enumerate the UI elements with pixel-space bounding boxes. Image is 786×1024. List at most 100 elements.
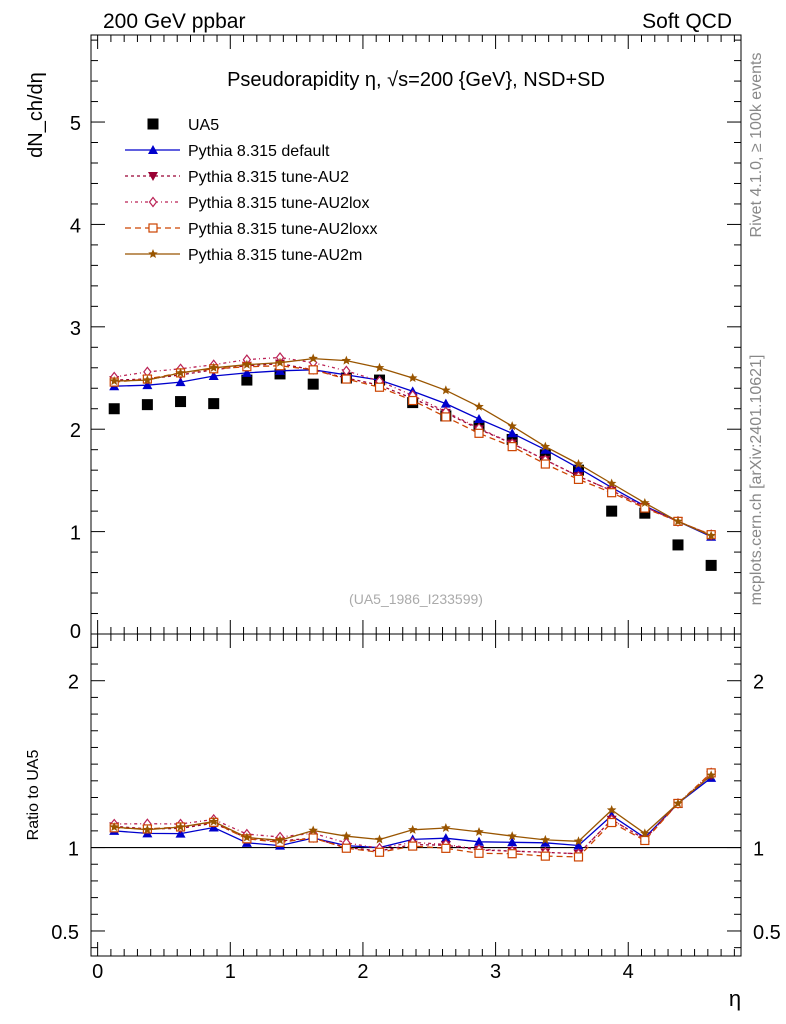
- ratio-point-pythia-8-315-default: [540, 837, 551, 847]
- point-pythia-8-315-default: [175, 377, 186, 387]
- point-ua5: [639, 507, 651, 519]
- point-pythia-8-315-tune-au2m: [474, 401, 484, 411]
- y-axis-label: dN_ch/dη: [25, 72, 47, 158]
- legend-marker-pythia-8-315-tune-au2m: [148, 249, 158, 259]
- legend-label-pythia-8-315-tune-au2loxx: Pythia 8.315 tune-AU2loxx: [188, 221, 377, 238]
- ratio-point-pythia-8-315-tune-au2m: [308, 825, 318, 835]
- legend-label-ua5: UA5: [188, 117, 219, 134]
- ratio-y-tick-label: 0.5: [51, 922, 79, 944]
- ratio-point-pythia-8-315-default: [573, 840, 584, 850]
- point-pythia-8-315-default: [573, 463, 584, 473]
- point-pythia-8-315-default: [241, 367, 252, 377]
- ratio-point-pythia-8-315-tune-au2loxx: [474, 848, 484, 858]
- ratio-y-tick-label: 1: [68, 839, 79, 861]
- point-pythia-8-315-tune-au2m: [441, 385, 451, 395]
- ratio-point-pythia-8-315-tune-au2loxx: [540, 851, 550, 861]
- header-right: Soft QCD: [642, 10, 732, 33]
- main-title: Pseudorapidity η, √s=200 {GeV}, NSD+SD: [227, 69, 605, 91]
- point-pythia-8-315-tune-au2loxx: [507, 442, 517, 452]
- ratio-point-pythia-8-315-tune-au2m: [275, 835, 285, 845]
- ratio-point-pythia-8-315-tune-au2m: [540, 834, 551, 844]
- rivet-label: Rivet 4.1.0, ≥ 100k events: [748, 53, 765, 238]
- series-line-pythia-8-315-tune-au2m: [114, 357, 712, 537]
- point-pythia-8-315-tune-au2m: [573, 459, 584, 469]
- point-pythia-8-315-default: [440, 398, 451, 408]
- x-axis-label: η: [729, 986, 741, 1011]
- point-ua5: [606, 505, 618, 517]
- ratio-point-pythia-8-315-tune-au2loxx: [573, 852, 584, 862]
- point-ua5: [108, 403, 120, 415]
- ratio-y-tick-label: 2: [68, 672, 79, 694]
- legend-label-pythia-8-315-tune-au2: Pythia 8.315 tune-AU2: [188, 169, 349, 186]
- point-ua5: [241, 374, 253, 386]
- point-pythia-8-315-tune-au2loxx: [408, 395, 418, 406]
- legend: UA5 Pythia 8.315 default Pythia 8.315 tune…: [125, 117, 377, 264]
- point-ua5: [672, 539, 684, 551]
- ratio-series-layer: [109, 767, 717, 862]
- legend-label-pythia-8-315-tune-au2m: Pythia 8.315 tune-AU2m: [188, 247, 362, 264]
- y-tick-label: 5: [70, 113, 81, 135]
- header-left: 200 GeV ppbar: [103, 10, 245, 33]
- point-pythia-8-315-tune-au2loxx: [540, 459, 550, 469]
- ratio-point-pythia-8-315-tune-au2loxx: [341, 843, 351, 853]
- point-pythia-8-315-tune-au2loxx: [374, 382, 385, 392]
- point-pythia-8-315-tune-au2m: [673, 516, 683, 526]
- point-pythia-8-315-default: [474, 413, 485, 423]
- ratio-point-pythia-8-315-tune-au2m: [109, 822, 119, 832]
- x-tick-label: 1: [225, 961, 236, 983]
- main-series-layer: [108, 352, 717, 571]
- point-pythia-8-315-tune-au2loxx: [573, 474, 584, 484]
- ratio-point-pythia-8-315-tune-au2loxx: [374, 847, 385, 857]
- ratio-point-pythia-8-315-tune-au2m: [606, 805, 617, 815]
- ratio-point-pythia-8-315-tune-au2m: [407, 824, 418, 834]
- watermark: (UA5_1986_I233599): [349, 591, 483, 607]
- ratio-point-pythia-8-315-tune-au2m: [208, 816, 219, 826]
- point-pythia-8-315-tune-au2m: [341, 355, 352, 365]
- ratio-point-pythia-8-315-default: [440, 833, 451, 843]
- point-pythia-8-315-tune-au2m: [275, 357, 285, 367]
- point-ua5: [307, 378, 319, 390]
- ratio-point-pythia-8-315-tune-au2loxx: [308, 833, 318, 843]
- point-pythia-8-315-tune-au2loxx: [607, 488, 617, 498]
- point-pythia-8-315-tune-au2loxx: [308, 365, 318, 375]
- ratio-point-pythia-8-315-tune-au2loxx: [640, 835, 650, 846]
- ratio-y-axis-label: Ratio to UA5: [25, 750, 42, 841]
- ratio-point-pythia-8-315-tune-au2m: [242, 832, 252, 842]
- ratio-point-pythia-8-315-tune-au2loxx: [607, 817, 617, 828]
- point-pythia-8-315-tune-au2m: [706, 530, 716, 540]
- point-pythia-8-315-tune-au2loxx: [341, 374, 351, 384]
- ratio-point-pythia-8-315-tune-au2m: [341, 831, 352, 841]
- main-axes: 1 2 3 4 5 0: [70, 35, 741, 643]
- ratio-point-pythia-8-315-tune-au2m: [640, 828, 650, 838]
- ratio-point-pythia-8-315-tune-au2m: [175, 821, 186, 832]
- ratio-point-pythia-8-315-tune-au2m: [474, 826, 484, 836]
- x-tick-label: 0: [92, 961, 103, 983]
- legend-label-pythia-8-315-default: Pythia 8.315 default: [188, 143, 330, 160]
- ratio-point-pythia-8-315-tune-au2m: [142, 824, 153, 834]
- point-pythia-8-315-tune-au2m: [142, 375, 153, 385]
- point-pythia-8-315-tune-au2m: [208, 362, 219, 372]
- point-pythia-8-315-default: [507, 428, 518, 438]
- y-tick-label: 1: [70, 523, 81, 545]
- point-pythia-8-315-tune-au2loxx: [474, 428, 484, 438]
- y-tick-label: 2: [70, 420, 81, 442]
- x-tick-label: 4: [623, 961, 634, 983]
- legend-marker-pythia-8-315-tune-au2lox: [148, 196, 158, 208]
- ratio-point-pythia-8-315-tune-au2loxx: [441, 843, 451, 853]
- ratio-point-pythia-8-315-default: [507, 837, 518, 847]
- point-pythia-8-315-tune-au2m: [640, 497, 650, 507]
- ratio-y-tick-label-right: 1: [753, 839, 764, 861]
- point-pythia-8-315-tune-au2m: [407, 373, 418, 383]
- point-pythia-8-315-tune-au2m: [606, 478, 617, 488]
- point-pythia-8-315-tune-au2m: [175, 367, 186, 377]
- ratio-point-pythia-8-315-tune-au2m: [673, 798, 683, 808]
- y-tick-label-zero: 0: [70, 621, 81, 643]
- x-tick-label: 2: [357, 961, 368, 983]
- point-pythia-8-315-tune-au2loxx: [441, 412, 451, 422]
- point-pythia-8-315-tune-au2m: [242, 359, 252, 369]
- ratio-y-tick-label-right: 0.5: [753, 922, 781, 944]
- ratio-point-pythia-8-315-tune-au2m: [573, 836, 584, 846]
- legend-marker-pythia-8-315-tune-au2loxx: [148, 223, 158, 233]
- legend-marker-pythia-8-315-tune-au2: [148, 172, 158, 181]
